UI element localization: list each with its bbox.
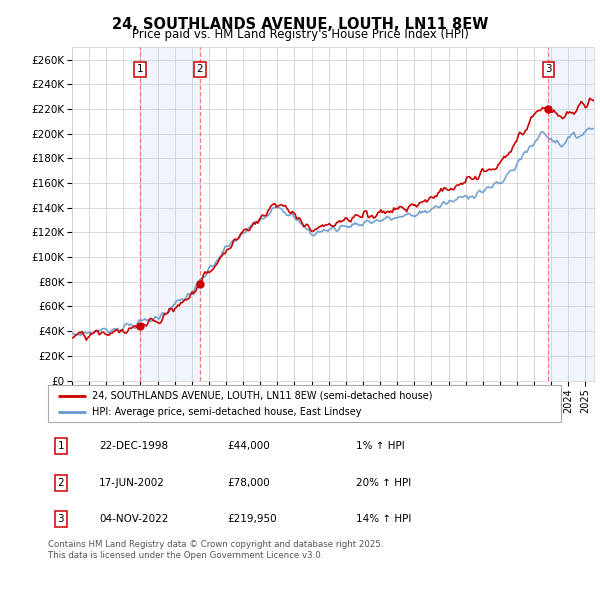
Text: 3: 3 (58, 514, 64, 524)
Text: £219,950: £219,950 (227, 514, 277, 524)
Text: £44,000: £44,000 (227, 441, 270, 451)
Text: 1: 1 (58, 441, 64, 451)
Text: 1: 1 (137, 64, 143, 74)
Bar (140, 47, 200, 381)
Text: 3: 3 (545, 64, 552, 74)
Text: 14% ↑ HPI: 14% ↑ HPI (356, 514, 411, 524)
Text: HPI: Average price, semi-detached house, East Lindsey: HPI: Average price, semi-detached house,… (92, 407, 361, 417)
Text: 2: 2 (58, 478, 64, 487)
Text: 04-NOV-2022: 04-NOV-2022 (100, 514, 169, 524)
Text: 2: 2 (196, 64, 203, 74)
Text: 1% ↑ HPI: 1% ↑ HPI (356, 441, 404, 451)
Text: Contains HM Land Registry data © Crown copyright and database right 2025.
This d: Contains HM Land Registry data © Crown c… (48, 540, 383, 560)
Text: 24, SOUTHLANDS AVENUE, LOUTH, LN11 8EW: 24, SOUTHLANDS AVENUE, LOUTH, LN11 8EW (112, 17, 488, 31)
Text: £78,000: £78,000 (227, 478, 270, 487)
Bar (548, 47, 594, 381)
FancyBboxPatch shape (48, 385, 561, 422)
Text: 17-JUN-2002: 17-JUN-2002 (100, 478, 165, 487)
Text: 20% ↑ HPI: 20% ↑ HPI (356, 478, 411, 487)
Text: 24, SOUTHLANDS AVENUE, LOUTH, LN11 8EW (semi-detached house): 24, SOUTHLANDS AVENUE, LOUTH, LN11 8EW (… (92, 391, 432, 401)
Text: 22-DEC-1998: 22-DEC-1998 (100, 441, 169, 451)
Text: Price paid vs. HM Land Registry's House Price Index (HPI): Price paid vs. HM Land Registry's House … (131, 28, 469, 41)
